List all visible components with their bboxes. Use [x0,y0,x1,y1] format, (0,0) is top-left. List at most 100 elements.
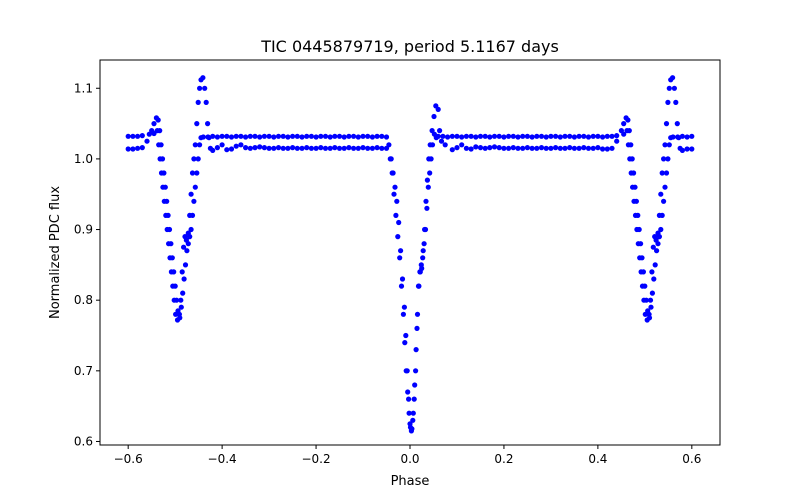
data-point [661,156,667,162]
x-tick-label: −0.4 [208,452,237,466]
data-point [571,134,578,140]
data-point [689,146,695,152]
data-point [257,134,263,140]
data-point [336,133,343,139]
data-point [487,145,493,151]
data-point [656,212,663,218]
data-point [168,241,174,247]
data-point [369,134,375,140]
data-point [369,145,375,151]
data-point [405,389,411,395]
data-point [406,410,412,416]
data-point [684,146,690,152]
data-point [294,145,300,151]
data-point [157,128,163,134]
data-point [413,368,419,374]
data-point [400,311,406,317]
data-point [299,145,305,151]
y-axis-label: Normalized PDC flux [48,186,63,319]
data-point [652,262,658,268]
data-point [658,226,664,233]
data-point [403,332,409,339]
data-point [411,396,417,402]
data-point [600,146,606,152]
data-point [496,145,502,151]
data-point [548,133,554,139]
data-point [473,144,479,150]
data-point [410,410,416,416]
data-point [188,191,194,197]
data-point [496,133,502,139]
data-point [398,283,405,289]
data-point [351,145,357,151]
data-point [655,230,661,236]
data-point [618,128,625,134]
data-point [224,147,230,153]
data-point [396,219,402,226]
data-point [590,133,596,139]
data-point [271,145,277,151]
data-point [548,145,554,151]
data-point [413,347,419,353]
data-point [473,134,479,140]
data-point [604,133,610,139]
data-point [662,142,668,148]
data-point [402,340,408,346]
data-point [501,134,507,140]
data-point [435,106,441,112]
data-point [355,134,361,140]
data-point [183,237,189,243]
x-tick-label: 0.6 [682,452,701,466]
data-point [280,133,286,139]
data-point [629,156,635,162]
data-point [520,145,526,151]
data-point [398,248,404,254]
data-point [553,133,559,139]
data-point [243,145,249,151]
data-point [178,304,184,310]
data-point [581,145,587,151]
data-point [425,184,431,190]
data-point [318,145,324,151]
data-point [266,133,272,139]
data-point [581,133,587,139]
data-point [649,290,656,296]
data-point [482,133,488,139]
data-point [181,244,187,250]
data-point [609,133,615,139]
data-point [534,145,540,151]
data-point [416,283,422,289]
x-tick-label: −0.2 [301,452,330,466]
data-point [139,133,145,139]
data-point [477,145,484,151]
data-point [666,85,672,91]
data-points [125,75,695,434]
data-point [341,145,347,151]
y-tick-label: 1.0 [74,152,93,166]
data-point [689,133,695,139]
data-point [406,396,412,402]
data-point [491,144,498,150]
data-point [188,226,194,233]
data-point [614,133,620,139]
data-point [670,75,676,81]
data-point [437,128,443,134]
data-point [219,133,225,139]
data-point [169,255,175,261]
data-point [203,99,209,105]
data-point [322,145,329,151]
data-point [403,368,409,374]
data-point [261,145,267,151]
data-point [166,226,173,233]
data-point [304,145,310,151]
data-point [374,145,380,151]
data-point [275,133,282,139]
data-point [130,146,136,152]
data-point [454,145,460,151]
data-point [600,134,606,140]
data-point [247,145,253,151]
data-point [625,117,631,123]
data-point [529,145,535,151]
data-point [195,156,201,162]
data-point [422,226,428,233]
